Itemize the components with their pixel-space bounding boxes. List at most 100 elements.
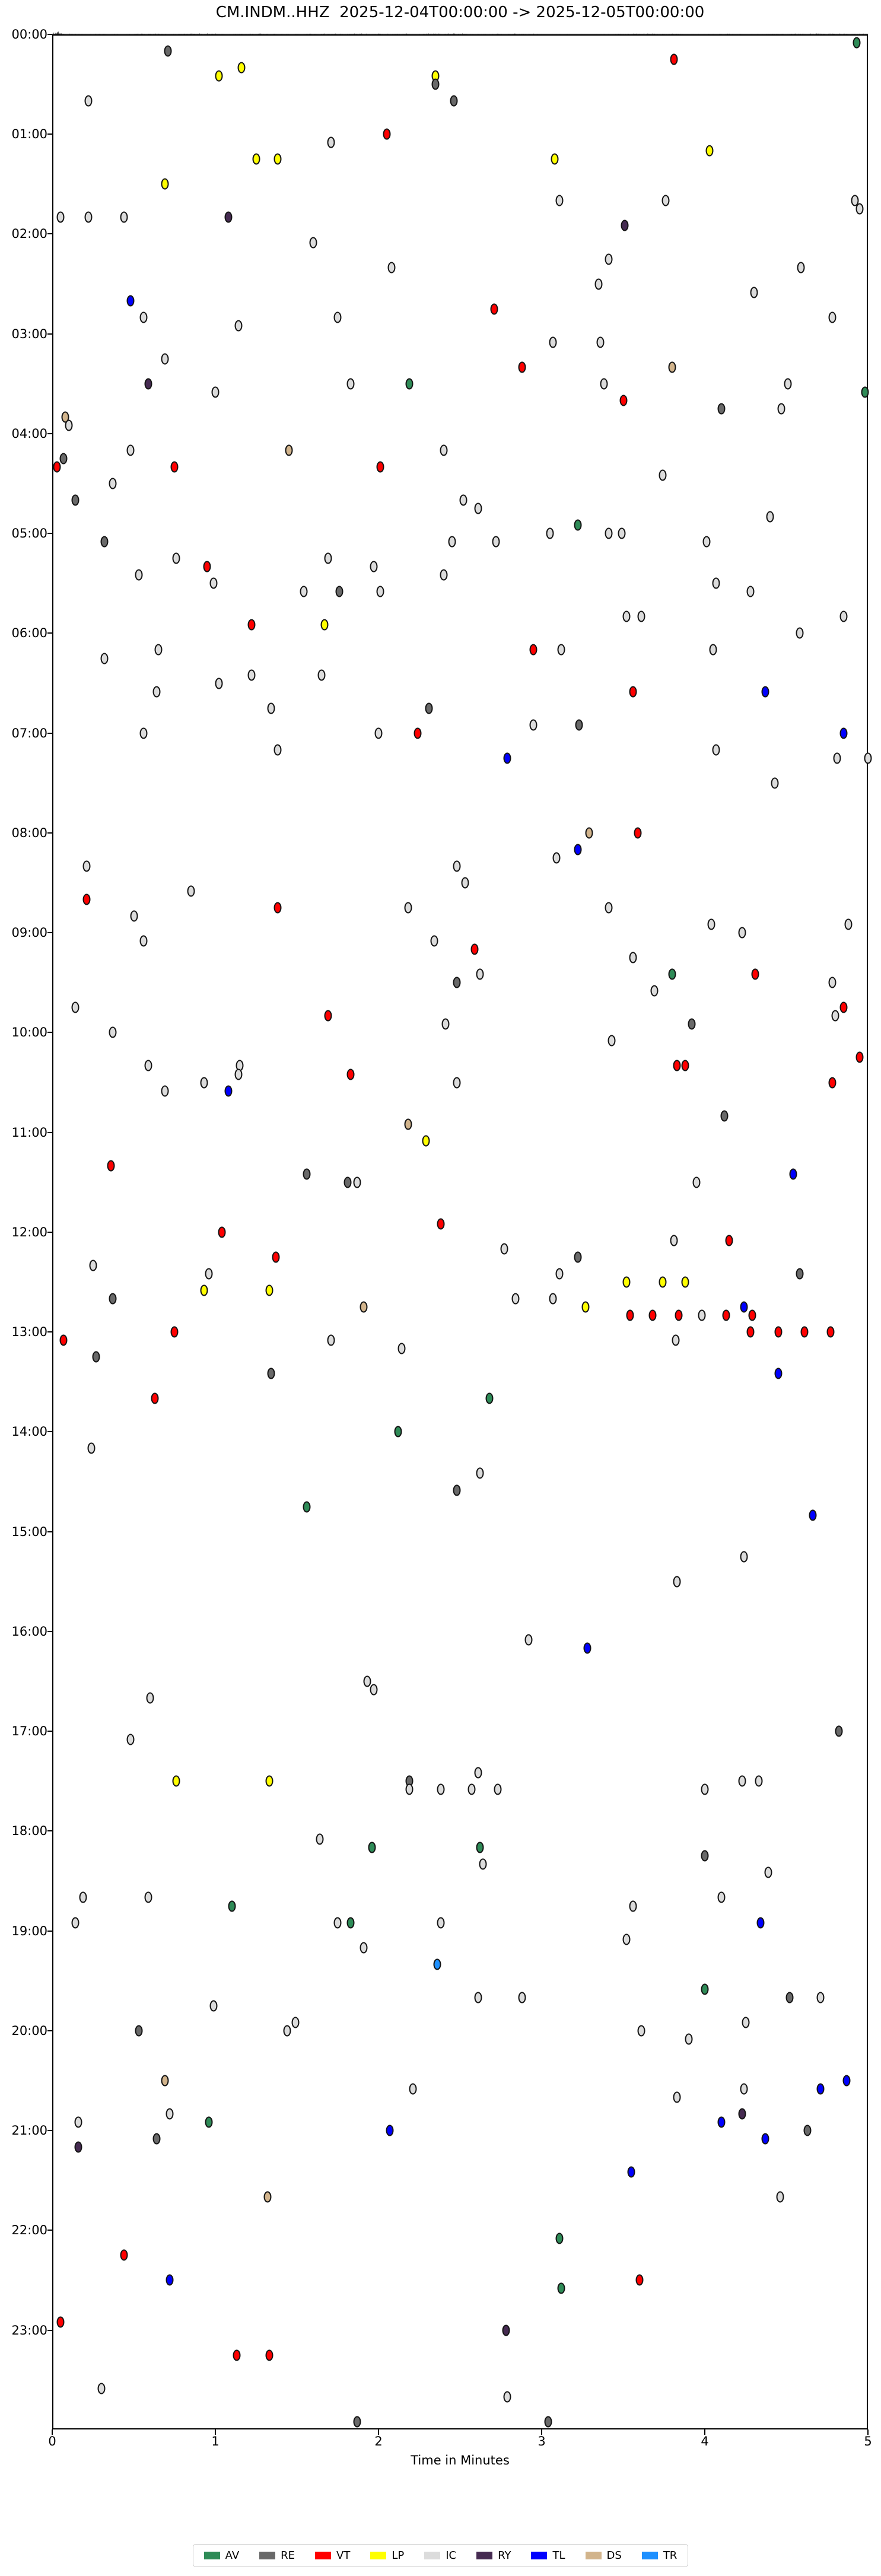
event-marker-ic	[309, 237, 317, 248]
event-marker-ic	[839, 610, 848, 622]
event-marker-vt	[725, 1235, 733, 1246]
y-tick-label: 20:00	[11, 2023, 47, 2038]
event-marker-ic	[65, 419, 72, 431]
legend-label: DS	[606, 2549, 622, 2562]
event-marker-ic	[500, 1243, 508, 1255]
event-marker-vt	[839, 1001, 848, 1013]
y-tick-mark	[47, 732, 52, 734]
event-marker-tl	[761, 2133, 769, 2145]
event-marker-ic	[707, 918, 715, 930]
event-marker-ic	[637, 610, 645, 622]
event-marker-ic	[333, 311, 342, 323]
event-marker-re	[164, 45, 172, 57]
event-marker-vt	[681, 1060, 689, 1071]
event-marker-ic	[557, 644, 565, 656]
x-tick-label: 1	[211, 2434, 220, 2448]
event-marker-ds	[404, 1118, 412, 1130]
event-marker-ic	[300, 586, 307, 597]
x-tick-mark	[867, 2429, 869, 2435]
event-marker-ds	[263, 2191, 272, 2203]
event-marker-ic	[87, 1442, 96, 1454]
event-marker-vt	[826, 1326, 835, 1338]
event-marker-ic	[476, 1467, 484, 1479]
legend-item-re: RE	[259, 2549, 295, 2562]
event-marker-re	[575, 719, 583, 731]
event-marker-ic	[549, 336, 557, 348]
event-marker-av	[574, 519, 581, 531]
event-marker-ds	[285, 444, 293, 456]
event-marker-ic	[291, 2017, 300, 2028]
event-marker-ic	[333, 1917, 342, 1929]
event-marker-vt	[722, 1309, 730, 1321]
x-tick-mark	[215, 2429, 216, 2435]
event-marker-ic	[661, 195, 670, 206]
event-marker-vt	[414, 727, 422, 739]
event-marker-re	[135, 2025, 143, 2037]
y-tick-mark	[47, 1331, 52, 1333]
event-marker-ic	[784, 378, 792, 390]
event-marker-av	[861, 386, 869, 398]
event-marker-vt	[634, 827, 642, 839]
event-marker-re	[453, 1484, 461, 1496]
event-marker-tl	[774, 1367, 783, 1379]
event-marker-ic	[797, 262, 805, 273]
event-marker-ds	[585, 827, 593, 839]
event-marker-vt	[675, 1309, 683, 1321]
event-marker-av	[368, 1842, 376, 1853]
event-marker-ic	[552, 852, 561, 864]
event-marker-ic	[84, 95, 92, 107]
event-marker-lp	[215, 70, 222, 82]
event-marker-vt	[437, 1218, 444, 1230]
y-tick-mark	[47, 2030, 52, 2031]
event-marker-ic	[71, 1001, 79, 1013]
event-marker-vt	[751, 968, 759, 980]
event-marker-ic	[209, 577, 218, 589]
legend-swatch-icon	[476, 2552, 493, 2559]
y-tick-label: 05:00	[11, 526, 47, 541]
event-marker-ic	[467, 1783, 476, 1795]
x-tick-label: 2	[374, 2434, 383, 2448]
event-marker-tl	[816, 2083, 825, 2095]
event-marker-ry	[502, 2324, 510, 2336]
event-marker-ry	[74, 2141, 82, 2153]
event-marker-ic	[161, 1085, 169, 1097]
legend-item-av: AV	[203, 2549, 240, 2562]
event-marker-vt	[218, 1226, 226, 1238]
legend-box: AV RE VT LP IC RY TL DS TR	[192, 2544, 689, 2567]
event-marker-ic	[273, 744, 281, 756]
event-marker-ic	[555, 1268, 564, 1280]
x-tick-mark	[541, 2429, 542, 2435]
event-marker-ic	[327, 136, 335, 148]
event-marker-ic	[474, 503, 482, 514]
event-marker-ic	[701, 1783, 709, 1795]
event-marker-lp	[172, 1775, 180, 1787]
y-tick-label: 15:00	[11, 1524, 47, 1539]
event-marker-ic	[461, 877, 469, 889]
y-tick-mark	[47, 2130, 52, 2132]
legend-label: LP	[392, 2549, 405, 2562]
event-marker-av	[394, 1426, 402, 1438]
legend-label: AV	[225, 2549, 240, 2562]
event-marker-ic	[755, 1775, 763, 1787]
event-marker-ic	[709, 644, 717, 656]
event-marker-ic	[474, 1767, 482, 1779]
legend-swatch-icon	[585, 2552, 602, 2559]
event-marker-ic	[360, 1942, 368, 1954]
event-marker-ic	[353, 1176, 361, 1188]
y-tick-label: 12:00	[11, 1225, 47, 1239]
event-marker-ic	[816, 1992, 825, 2003]
event-marker-ic	[712, 577, 720, 589]
event-marker-ic	[135, 569, 143, 581]
event-marker-ic	[777, 403, 785, 415]
event-marker-ic	[605, 527, 613, 539]
event-marker-av	[205, 2116, 213, 2128]
event-marker-ic	[267, 702, 275, 714]
event-marker-lp	[320, 619, 329, 631]
event-marker-re	[71, 494, 79, 506]
event-marker-vt	[151, 1392, 159, 1404]
y-tick-label: 02:00	[11, 227, 47, 241]
legend-label: TL	[552, 2549, 565, 2562]
event-marker-ic	[109, 478, 117, 489]
event-marker-ic	[82, 860, 91, 872]
